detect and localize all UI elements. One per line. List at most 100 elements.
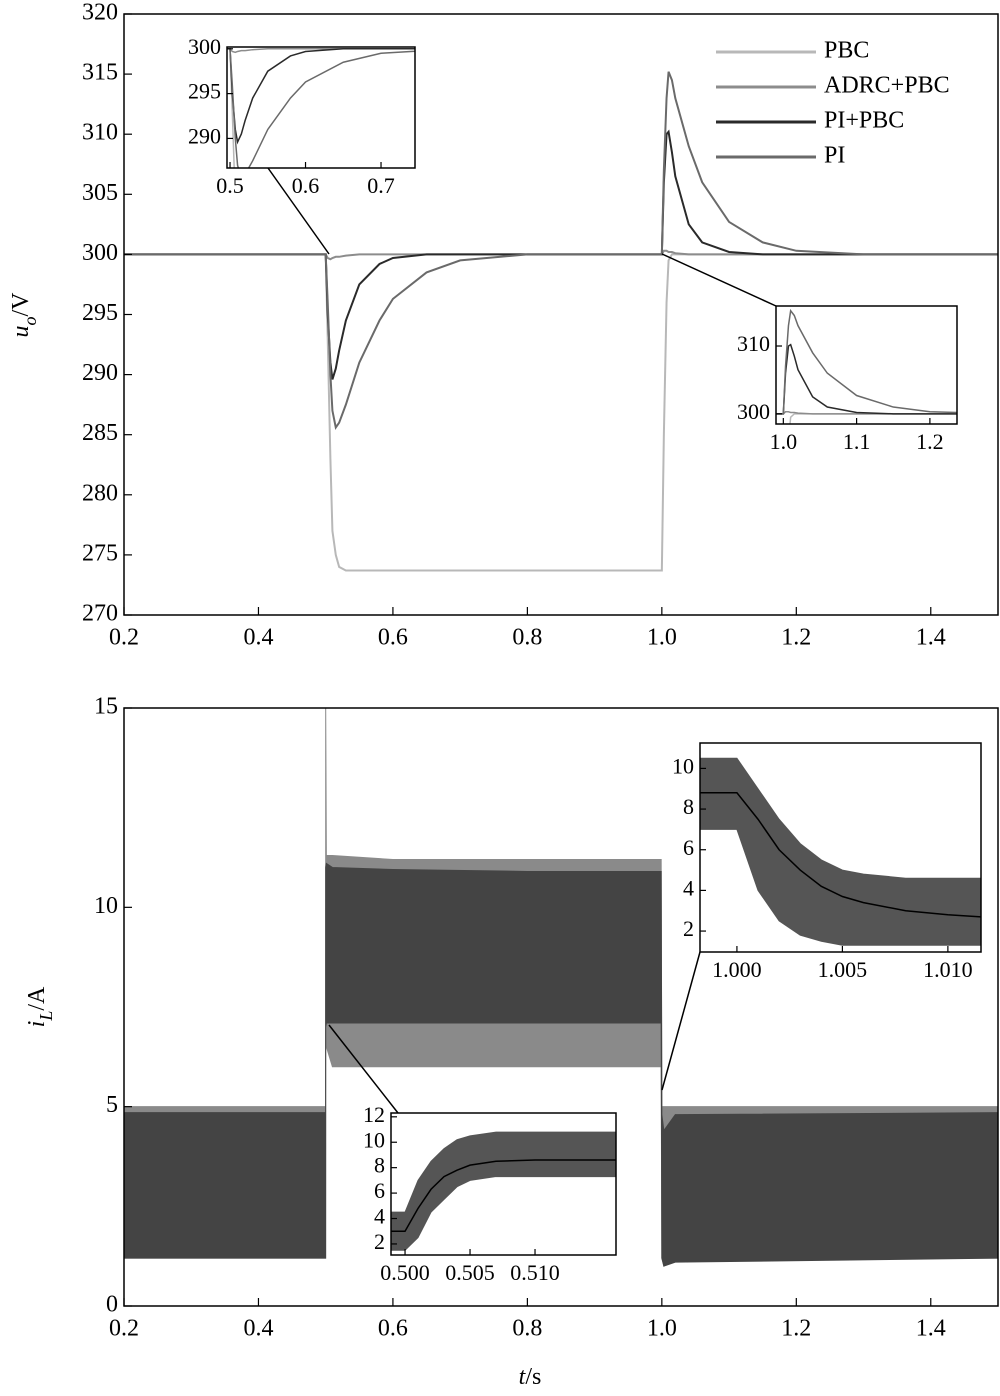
y-tick-label: 2 (374, 1229, 385, 1254)
symbol: i (24, 1021, 50, 1028)
x-tick-label: 0.7 (367, 173, 395, 198)
x-tick-label: 0.4 (243, 625, 273, 651)
y-tick-label: 290 (82, 360, 118, 386)
x-tick-label: 1.010 (923, 957, 973, 982)
inset: 1.000 1.005 1.010 2 4 6 8 10 (672, 742, 982, 982)
y-tick-label: 290 (188, 123, 221, 148)
y-tick-label: 10 (672, 753, 694, 778)
series-line (776, 308, 957, 415)
y-tick-label: 8 (683, 794, 694, 819)
legend-label: PI+PBC (824, 108, 904, 134)
series-line (227, 48, 415, 145)
series-line (776, 411, 957, 415)
series-line (391, 1159, 616, 1232)
inset: 0.5 0.6 0.7 290 295 300 (188, 34, 416, 198)
plot-frame (226, 46, 416, 169)
y-tick-label: 300 (188, 34, 221, 59)
y-tick-label: 6 (374, 1178, 385, 1203)
connector (267, 167, 330, 255)
plot-frame (123, 707, 999, 1307)
plot-frame (775, 305, 958, 425)
x-tick-label: 0.6 (378, 1316, 408, 1342)
plot-area (391, 1131, 616, 1251)
y-tick-label: 315 (82, 60, 118, 86)
inset: 1.0 1.1 1.2 300 310 (737, 305, 958, 454)
zoom-connectors (267, 167, 777, 1114)
y-tick-label: 8 (374, 1153, 385, 1178)
x-tick-label: 1.4 (916, 1316, 946, 1342)
connector (661, 253, 777, 307)
unit: /s (525, 1364, 541, 1390)
y-tick-label: 10 (94, 893, 118, 919)
x-tick-label: 1.0 (647, 625, 677, 651)
y-tick-label: 300 (82, 240, 118, 266)
y-axis-label: iL/A (24, 986, 57, 1027)
y-tick-label: 310 (82, 120, 118, 146)
x-tick-label: 1.005 (818, 957, 868, 982)
x-tick-label: 1.2 (916, 429, 944, 454)
y-tick-label: 10 (363, 1127, 385, 1152)
plot-frame (390, 1112, 617, 1256)
band (124, 862, 998, 1267)
x-tick-label: 0.5 (216, 173, 244, 198)
plot-area (124, 708, 998, 1267)
y-axis-label: uo/V (8, 292, 41, 338)
plot-area (700, 757, 981, 946)
x-tick-label: 1.1 (843, 429, 871, 454)
legend-label: PBC (824, 38, 869, 64)
series-line (776, 343, 957, 415)
x-tick-label: 1.0 (647, 1316, 677, 1342)
x-tick-label: 0.2 (109, 1316, 139, 1342)
plot-background (776, 306, 957, 424)
x-tick-label: 0.6 (292, 173, 320, 198)
y-tick-label: 12 (363, 1102, 385, 1127)
x-tick-label: 1.000 (712, 957, 762, 982)
y-tick-label: 310 (737, 331, 770, 356)
y-tick-label: 5 (106, 1092, 118, 1118)
y-tick-label: 4 (374, 1204, 385, 1229)
x-tick-label: 0.4 (243, 1316, 273, 1342)
axes: 0.2 0.4 0.6 0.8 1.0 1.2 1.4 0 5 10 15 (94, 694, 999, 1342)
band (391, 1131, 616, 1251)
x-tick-label: 1.2 (781, 1316, 811, 1342)
y-tick-label: 300 (737, 399, 770, 424)
y-tick-label: 270 (82, 601, 118, 627)
y-tick-label: 285 (82, 420, 118, 446)
x-tick-label: 0.2 (109, 625, 139, 651)
subscript: o (20, 317, 40, 326)
main-plots: 0.2 0.4 0.6 0.8 1.0 1.2 1.42702752802852902953… (82, 0, 999, 1342)
y-tick-label: 0 (106, 1292, 118, 1318)
legend-label: ADRC+PBC (824, 73, 950, 99)
connector (661, 951, 701, 1091)
connector (328, 1024, 399, 1114)
x-tick-label: 0.505 (445, 1260, 495, 1285)
plot-area (124, 71, 998, 572)
band (700, 757, 981, 946)
series-line (124, 71, 998, 430)
plot-frame (123, 13, 999, 616)
x-tick-label: 0.500 (380, 1260, 430, 1285)
x-tick-label: 0.6 (378, 625, 408, 651)
symbol: u (8, 326, 34, 338)
y-tick-label: 6 (683, 835, 694, 860)
x-tick-label: 0.8 (512, 625, 542, 651)
y-tick-label: 280 (82, 480, 118, 506)
y-tick-label: 2 (683, 916, 694, 941)
plot-area (776, 308, 957, 424)
y-tick-label: 305 (82, 180, 118, 206)
x-tick-label: 0.510 (510, 1260, 560, 1285)
legend-label: PI (824, 143, 845, 169)
unit: /A (24, 986, 50, 1011)
plot-area (227, 48, 415, 168)
subscript: L (36, 1011, 56, 1022)
y-tick-label: 4 (683, 875, 694, 900)
series-line (700, 792, 981, 918)
x-tick-label: 0.8 (512, 1316, 542, 1342)
series-line (227, 48, 415, 54)
x-tick-label: 1.2 (781, 625, 811, 651)
y-tick-label: 295 (188, 79, 221, 104)
unit: /V (8, 292, 34, 317)
